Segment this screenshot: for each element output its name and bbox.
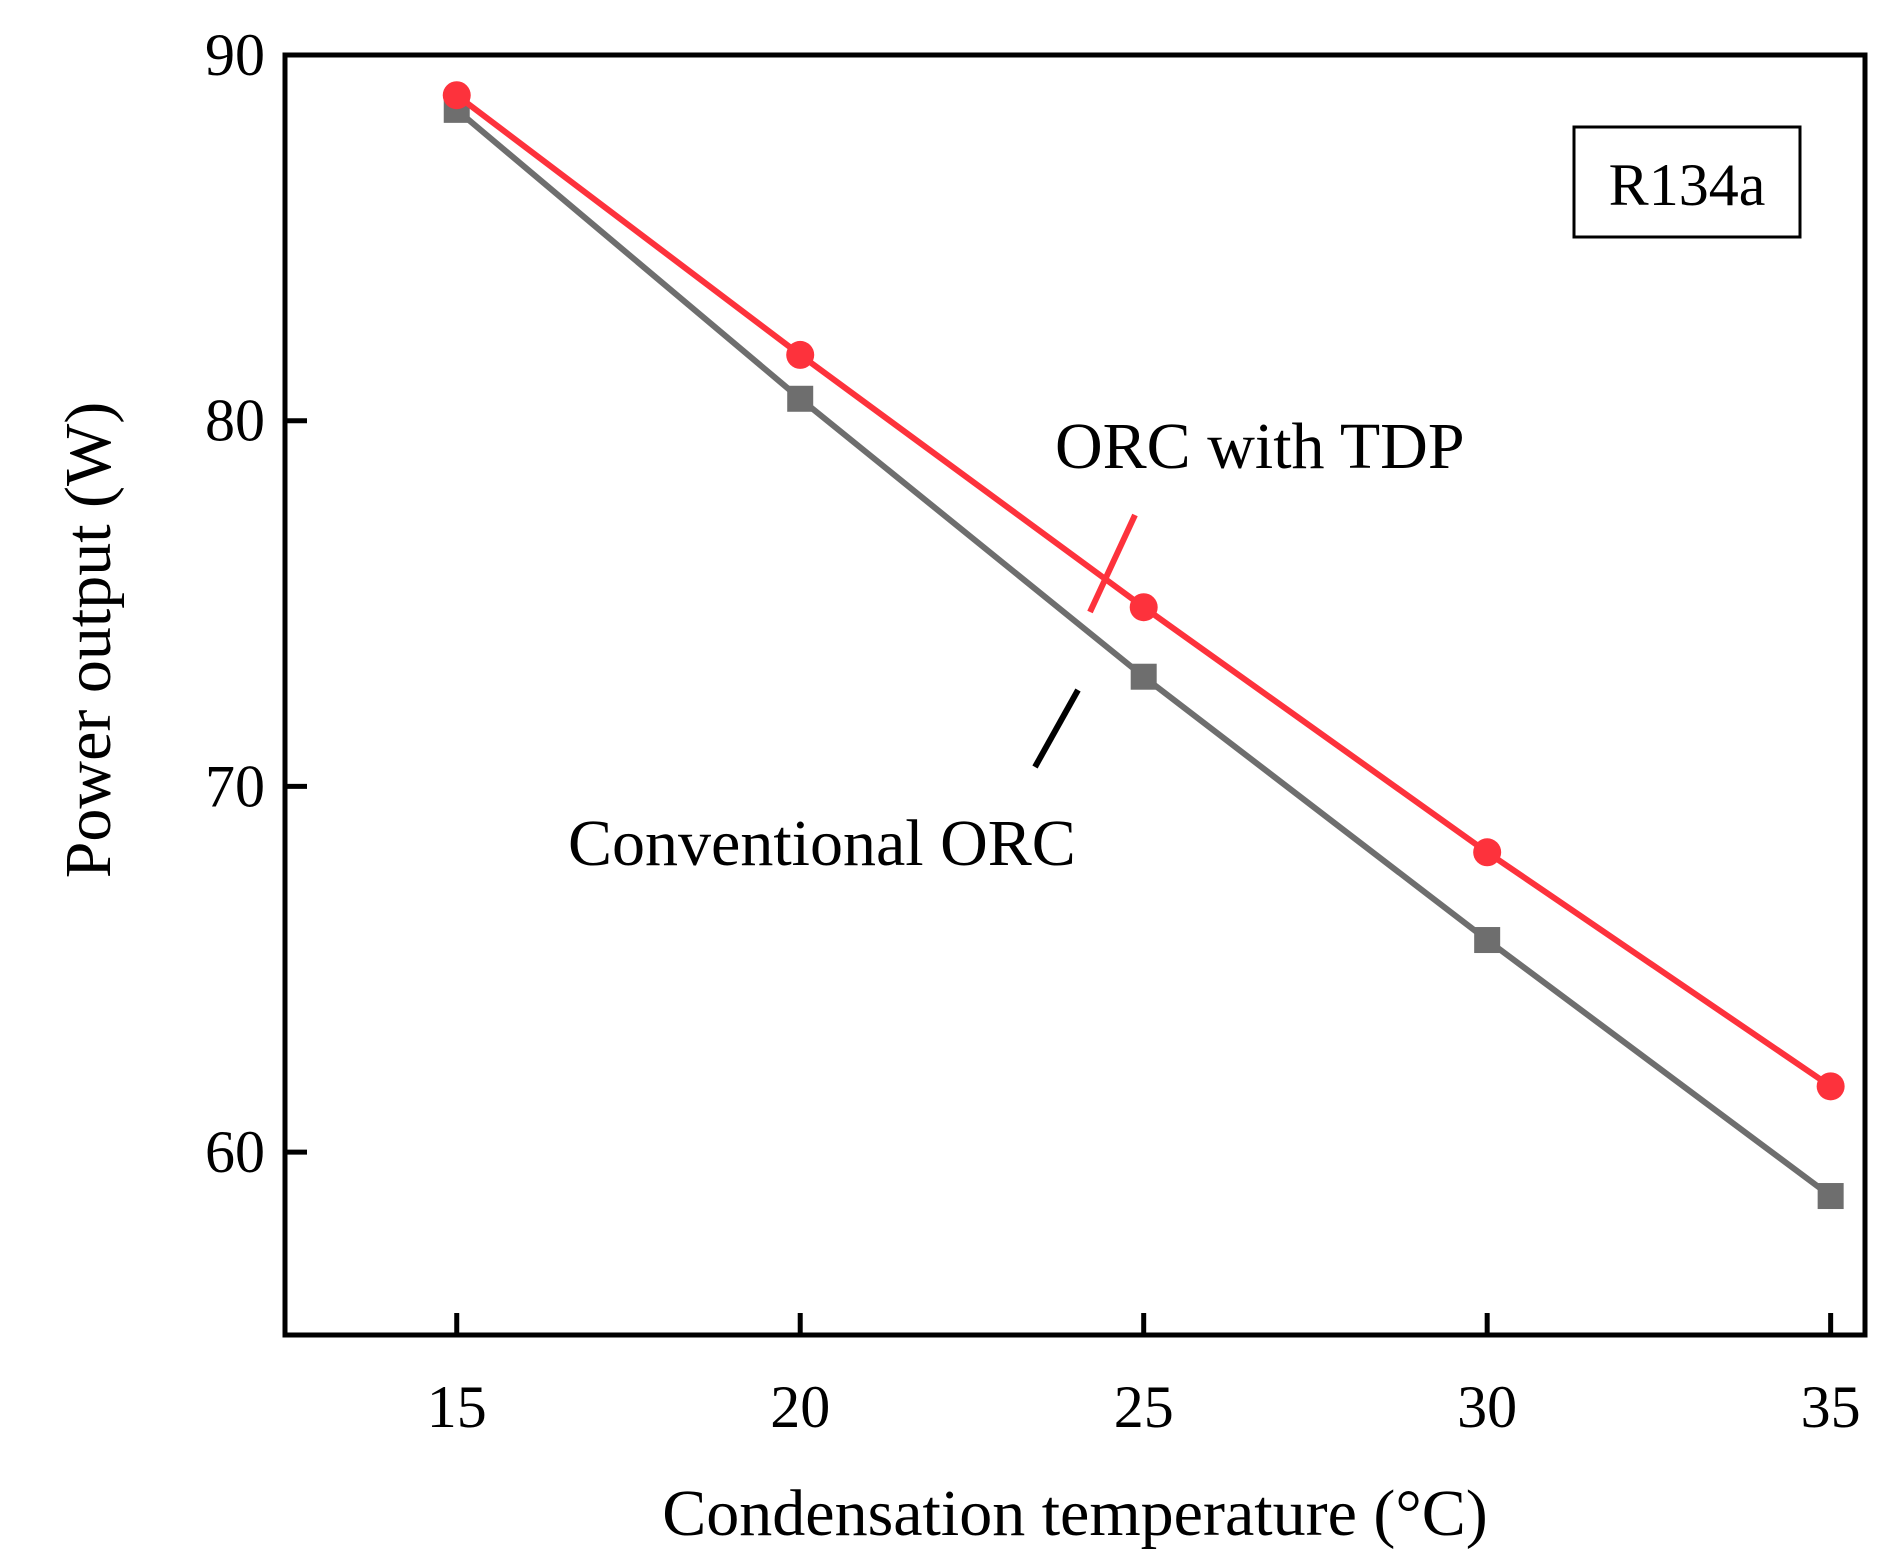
y-axis-ticks: 60 70 80 90: [205, 22, 307, 1185]
conventional-orc-data-point: [787, 385, 814, 412]
tdp-leader-line: [1087, 513, 1138, 614]
x-tick-label: 15: [427, 1374, 487, 1440]
conventional-series-label: Conventional ORC: [568, 807, 1076, 880]
orc-with-tdp-data-point: [1129, 593, 1158, 622]
y-tick-label: 80: [205, 388, 265, 454]
tdp-series-label: ORC with TDP: [1055, 410, 1465, 483]
y-tick-label: 60: [205, 1119, 265, 1185]
orc-with-tdp-series-line: [454, 92, 1833, 1089]
y-tick-label: 90: [205, 22, 265, 88]
refrigerant-badge: R134a: [1609, 152, 1766, 218]
orc-with-tdp-data-point: [786, 340, 815, 369]
plot-frame: [282, 52, 1868, 1338]
x-tick-label: 30: [1457, 1374, 1517, 1440]
orc-with-tdp-data-point: [1473, 838, 1502, 867]
y-axis-title: Power output (W): [52, 402, 125, 879]
x-tick-label: 35: [1801, 1374, 1861, 1440]
conventional-leader-line: [1032, 688, 1081, 769]
refrigerant-badge-box: [1572, 125, 1802, 239]
x-tick-label: 25: [1114, 1374, 1174, 1440]
conventional-orc-data-point: [1130, 663, 1157, 690]
conventional-orc-series-line: [454, 107, 1833, 1199]
conventional-orc-data-point: [1474, 927, 1501, 954]
orc-with-tdp-data-point: [1816, 1072, 1845, 1101]
orc-with-tdp-data-point: [442, 81, 471, 110]
y-tick-label: 70: [205, 753, 265, 819]
conventional-orc-data-point: [1817, 1183, 1844, 1210]
x-axis-title: Condensation temperature (°C): [662, 1477, 1487, 1550]
x-axis-ticks: 15 20 25 30 35: [427, 1313, 1861, 1440]
series-layer: [442, 81, 1845, 1210]
x-tick-label: 20: [770, 1374, 830, 1440]
